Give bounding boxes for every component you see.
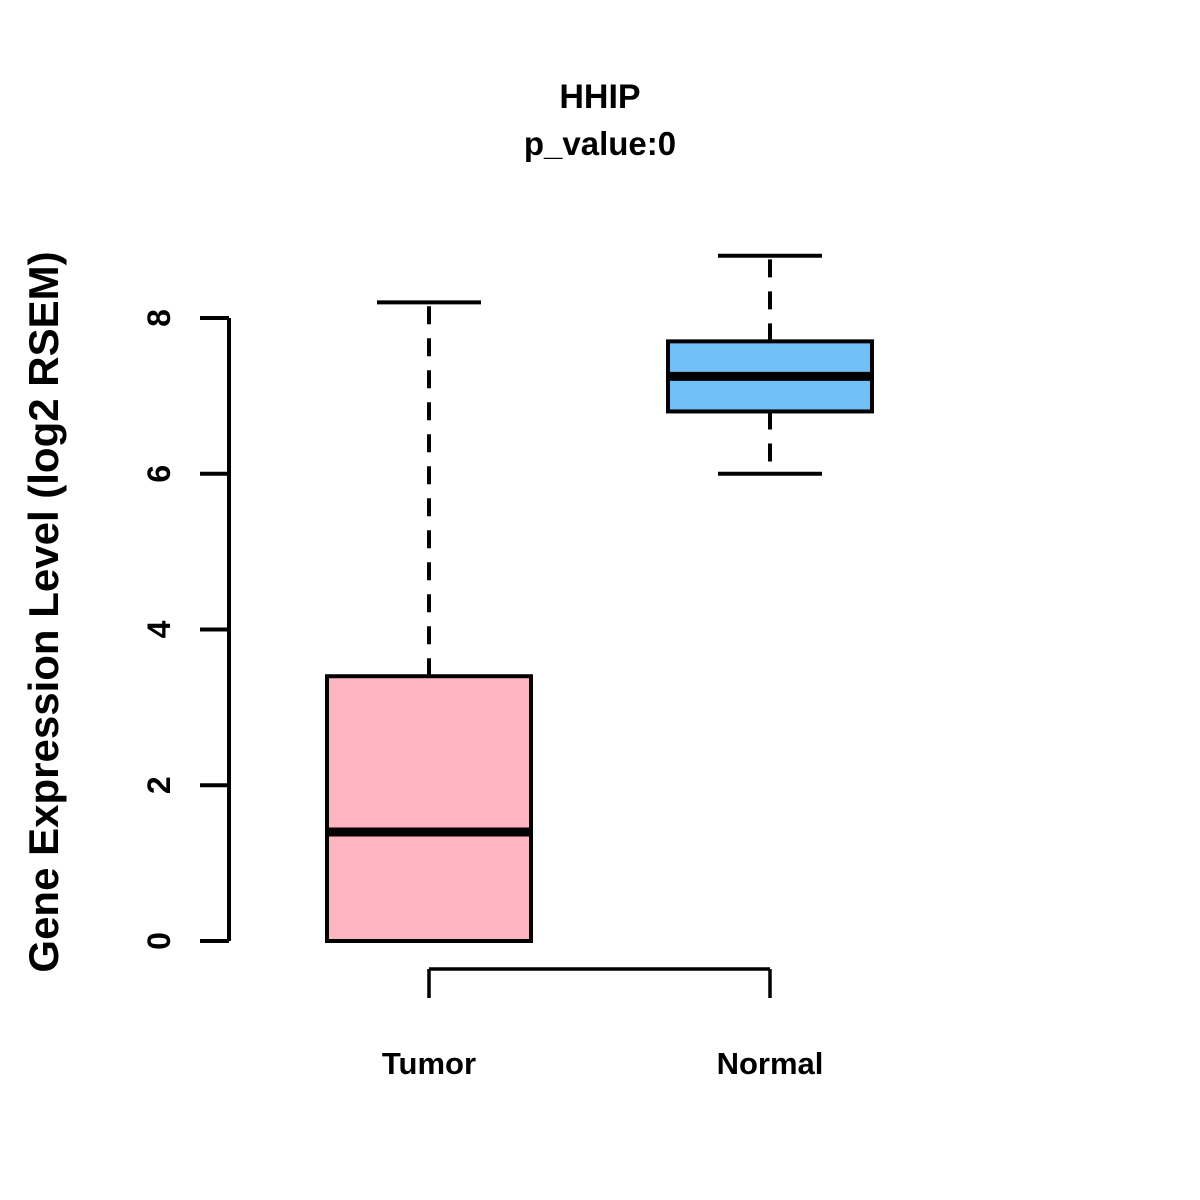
y-tick-label: 8 — [141, 309, 177, 327]
x-tick-label-tumor: Tumor — [382, 1046, 476, 1081]
y-axis: 0 2 4 6 8 — [141, 309, 231, 950]
iqr-box — [325, 674, 533, 943]
y-axis-title: Gene Expression Level (log2 RSEM) — [20, 251, 67, 972]
box-group-normal — [666, 253, 874, 476]
chart-subtitle: p_value:0 — [524, 125, 676, 162]
y-tick-label: 4 — [141, 620, 177, 638]
y-tick-label: 6 — [141, 465, 177, 483]
chart-title: HHIP — [559, 78, 640, 116]
x-tick-label-normal: Normal — [717, 1046, 824, 1081]
box-series — [325, 253, 874, 943]
x-axis-bracket — [427, 967, 772, 998]
y-tick-label: 0 — [141, 932, 177, 950]
y-tick-label: 2 — [141, 776, 177, 794]
box-group-tumor — [325, 300, 533, 943]
